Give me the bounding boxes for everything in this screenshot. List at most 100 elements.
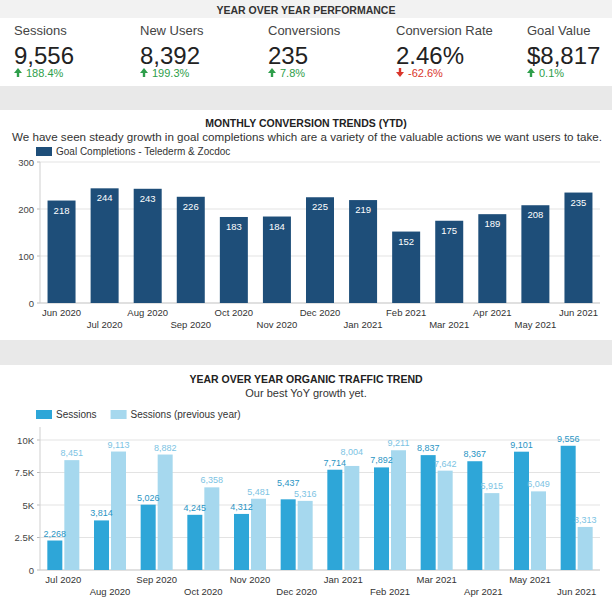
bar xyxy=(298,501,313,570)
data-label: 7,642 xyxy=(434,459,457,469)
bar xyxy=(327,470,342,570)
data-label: 218 xyxy=(54,205,70,216)
bar xyxy=(344,466,359,570)
tick-label: 5K xyxy=(22,500,34,511)
data-label: 6,049 xyxy=(527,479,550,489)
category-label: Oct 2020 xyxy=(215,307,254,318)
kpi-value: $8,817 xyxy=(527,42,600,69)
category-label: Apr 2021 xyxy=(473,307,512,318)
data-label: 8,837 xyxy=(417,443,440,453)
kpi-label: Goal Value xyxy=(527,23,590,38)
kpi-value: 2.46% xyxy=(396,42,464,69)
data-label: 183 xyxy=(226,221,242,232)
legend-label: Sessions xyxy=(56,409,97,420)
arrow-shaft xyxy=(530,73,532,77)
category-label: Dec 2020 xyxy=(276,586,317,597)
arrow-head xyxy=(527,68,535,73)
data-label: 7,714 xyxy=(324,458,347,468)
data-label: 219 xyxy=(355,204,371,215)
tick-label: 300 xyxy=(18,157,34,168)
bar xyxy=(578,527,593,570)
kpi-arrow xyxy=(14,68,22,77)
kpi-value: 8,392 xyxy=(140,42,200,69)
chart-panel xyxy=(0,365,612,597)
kpi-value: 9,556 xyxy=(14,42,74,69)
kpi-value: 235 xyxy=(268,42,308,69)
bar xyxy=(421,455,436,570)
data-label: 3,313 xyxy=(574,515,597,525)
chart-panel xyxy=(0,110,612,340)
data-label: 208 xyxy=(527,209,543,220)
kpi-title: YEAR OVER YEAR PERFORMANCE xyxy=(217,4,396,16)
bar xyxy=(48,201,76,303)
category-label: Feb 2021 xyxy=(386,307,426,318)
legend-label: Sessions (previous year) xyxy=(131,409,241,420)
kpi-change: 199.3% xyxy=(152,67,190,79)
legend: Sessions Sessions (previous year) xyxy=(36,409,241,420)
category-label: Apr 2021 xyxy=(464,586,503,597)
data-label: 8,004 xyxy=(341,447,364,457)
kpi-label: New Users xyxy=(140,23,204,38)
arrow-head xyxy=(396,72,404,77)
arrow-shaft xyxy=(17,73,19,77)
data-label: 152 xyxy=(398,236,414,247)
category-label: Jun 2021 xyxy=(557,586,596,597)
bar xyxy=(134,189,162,303)
background xyxy=(0,0,612,597)
data-label: 244 xyxy=(97,192,113,203)
bar xyxy=(234,514,249,570)
arrow-head xyxy=(268,68,276,73)
bar xyxy=(521,205,549,303)
data-label: 5,481 xyxy=(247,487,270,497)
category-label: Jul 2020 xyxy=(45,574,81,585)
dashboard: YEAR OVER YEAR PERFORMANCESessions9,5561… xyxy=(0,0,612,597)
legend-swatch xyxy=(111,410,127,419)
kpi-arrow xyxy=(140,68,148,77)
kpi-label: Sessions xyxy=(14,23,67,38)
bar xyxy=(391,450,406,570)
kpi-header xyxy=(0,0,612,18)
bar xyxy=(91,188,119,303)
category-label: May 2021 xyxy=(515,319,557,330)
y-axis xyxy=(40,162,41,303)
kpi-change: -62.6% xyxy=(408,67,443,79)
legend-swatch xyxy=(36,410,52,419)
bar xyxy=(478,214,506,303)
grid-line xyxy=(40,162,600,163)
category-label: Aug 2020 xyxy=(127,307,168,318)
data-label: 9,101 xyxy=(510,440,533,450)
category-label: Jul 2020 xyxy=(87,319,123,330)
bar xyxy=(438,471,453,570)
bar xyxy=(187,515,202,570)
category-label: Feb 2021 xyxy=(370,586,410,597)
chart-title: MONTHLY CONVERSION TRENDS (YTD) xyxy=(205,117,406,129)
bar xyxy=(204,487,219,570)
bar xyxy=(531,491,546,570)
chart-title: YEAR OVER YEAR ORGANIC TRAFFIC TREND xyxy=(189,373,423,385)
bar xyxy=(111,452,126,570)
y-axis xyxy=(40,427,41,570)
chart-subtitle: Our best YoY growth yet. xyxy=(245,387,366,399)
bars xyxy=(48,188,593,303)
data-label: 226 xyxy=(183,201,199,212)
data-label: 4,312 xyxy=(230,502,253,512)
kpi-change: 188.4% xyxy=(26,67,64,79)
category-label: Jan 2021 xyxy=(324,574,363,585)
data-label: 5,316 xyxy=(294,489,317,499)
data-label: 5,026 xyxy=(137,493,160,503)
category-label: Dec 2020 xyxy=(300,307,341,318)
bar xyxy=(94,520,109,570)
data-labels: 218244243226183184225219152175189208235 xyxy=(54,192,587,246)
data-label: 225 xyxy=(312,201,328,212)
legend-label: Goal Completions - Telederm & Zocdoc xyxy=(56,146,230,157)
bar xyxy=(281,499,296,570)
bar xyxy=(564,193,592,303)
data-label: 6,358 xyxy=(201,475,224,485)
bar xyxy=(467,461,482,570)
chart: YEAR OVER YEAR ORGANIC TRAFFIC TREND Our … xyxy=(14,373,600,597)
category-label: Sep 2020 xyxy=(136,574,177,585)
kpi-label: Conversion Rate xyxy=(396,23,493,38)
kpi-label: Conversions xyxy=(268,23,341,38)
data-label: 9,556 xyxy=(557,434,580,444)
data-label: 7,892 xyxy=(370,455,393,465)
